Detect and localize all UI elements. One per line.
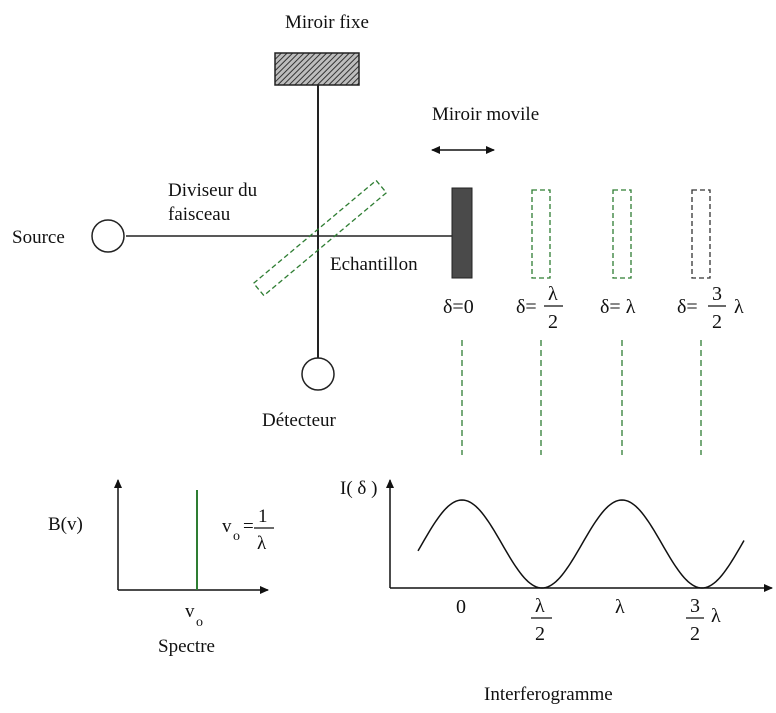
position-label-3-prefix: δ= bbox=[677, 296, 698, 318]
interferogram-tick-0: 0 bbox=[456, 596, 466, 618]
moving-mirror-label: Miroir movile bbox=[432, 104, 539, 125]
mirror-position-lambda bbox=[612, 189, 632, 279]
spectrum-formula-nu: v bbox=[222, 516, 232, 537]
interferogram-caption: Interferogramme bbox=[484, 684, 613, 705]
spectrum-formula-den: λ bbox=[257, 533, 267, 554]
spectrum-x-tick-sub: o bbox=[196, 615, 203, 630]
interferogram-tick-1-den: 2 bbox=[535, 623, 545, 645]
spectrum-formula-nu-sub: o bbox=[233, 529, 240, 544]
interferogram-curve bbox=[417, 499, 745, 589]
fixed-mirror bbox=[274, 52, 360, 86]
detector-icon bbox=[301, 357, 335, 391]
spectrum-formula-eq: = bbox=[243, 516, 254, 537]
position-label-1-den: 2 bbox=[548, 311, 558, 333]
moving-mirror bbox=[451, 187, 473, 279]
beam-splitter-label-line1: Diviseur du bbox=[168, 180, 258, 201]
position-label-3-den: 2 bbox=[712, 311, 722, 333]
interferogram-tick-2: λ bbox=[615, 596, 625, 618]
beam-splitter bbox=[252, 179, 388, 297]
position-label-3-suffix: λ bbox=[734, 296, 744, 318]
interferogram-y-label: I( δ ) bbox=[340, 478, 377, 499]
position-label-3-num: 3 bbox=[712, 283, 722, 305]
spectrum-formula-num: 1 bbox=[258, 506, 268, 527]
mirror-position-three-half-lambda bbox=[691, 189, 711, 279]
position-label-1-num: λ bbox=[548, 283, 558, 305]
sample-label: Echantillon bbox=[330, 254, 418, 275]
spectrum-y-label: B(v) bbox=[48, 514, 83, 535]
position-label-0: δ=0 bbox=[443, 296, 474, 318]
interferogram-tick-3-suffix: λ bbox=[711, 605, 721, 627]
interferogram-tick-1-num: λ bbox=[535, 595, 545, 617]
spectrum-x-tick: v bbox=[185, 601, 195, 622]
interferogram-tick-3-den: 2 bbox=[690, 623, 700, 645]
detector-label: Détecteur bbox=[262, 410, 337, 431]
mirror-position-half-lambda bbox=[531, 189, 551, 279]
beam-splitter-label-line2: faisceau bbox=[168, 204, 231, 225]
spectrum-caption: Spectre bbox=[158, 636, 215, 657]
fixed-mirror-label: Miroir fixe bbox=[285, 12, 369, 33]
position-label-2: δ= λ bbox=[600, 296, 636, 318]
position-label-1-prefix: δ= bbox=[516, 296, 537, 318]
source-label: Source bbox=[12, 227, 65, 248]
interferogram-tick-3-num: 3 bbox=[690, 595, 700, 617]
source-icon bbox=[91, 219, 125, 253]
